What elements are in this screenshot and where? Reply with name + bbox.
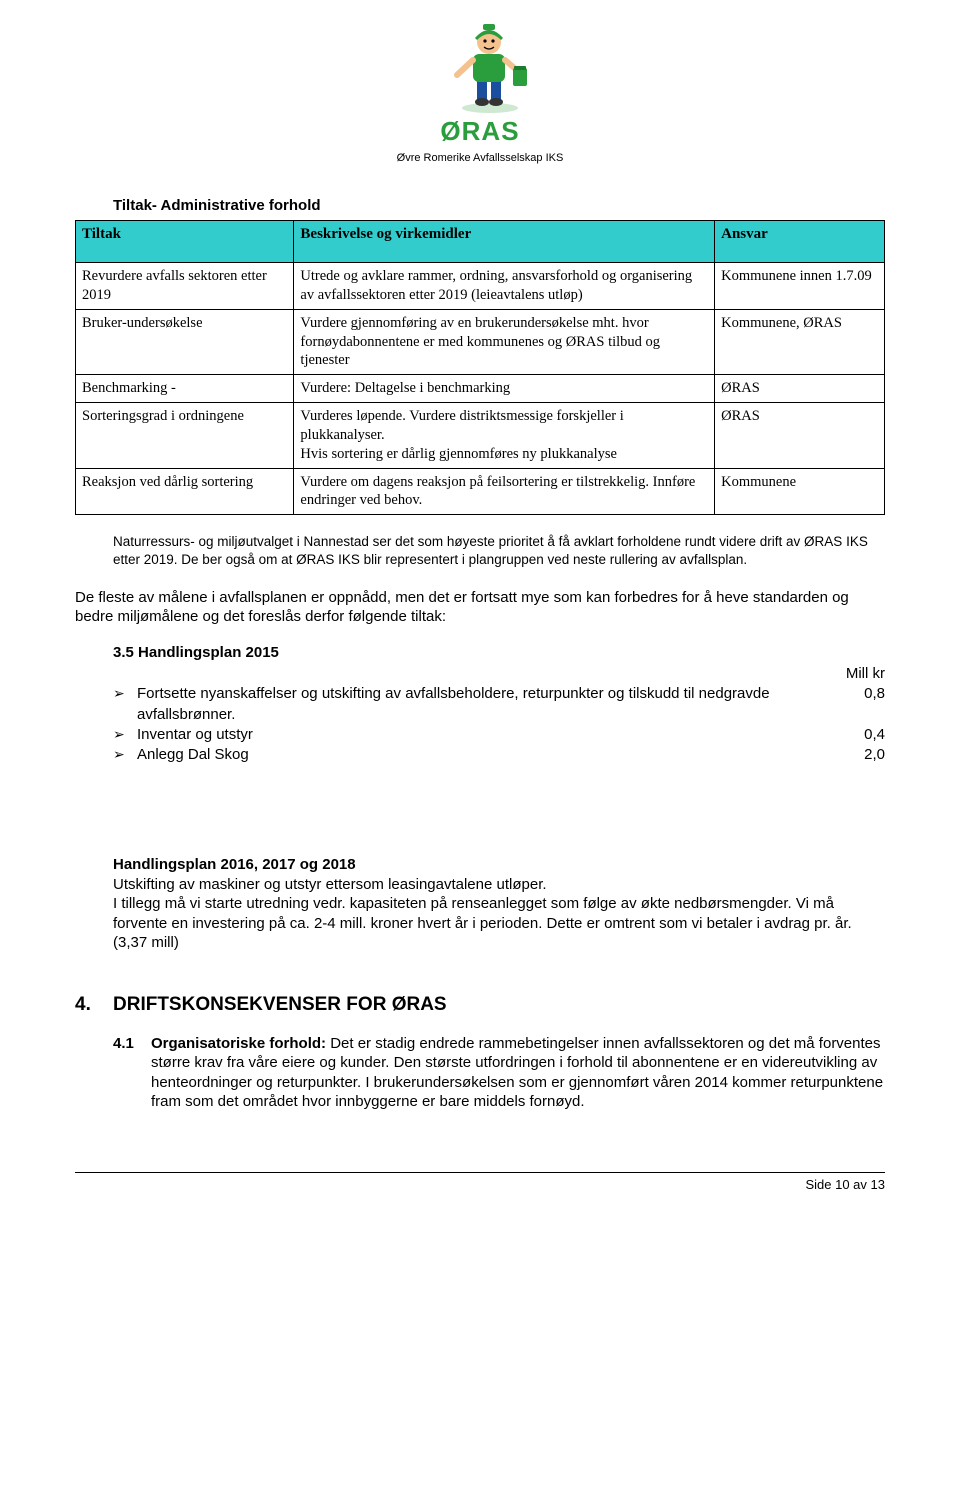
plan-item: ➢Inventar og utstyr0,4 [113, 725, 885, 745]
logo-brand-text: ØRAS [397, 115, 564, 149]
section-4-1-number: 4.1 [113, 1034, 151, 1054]
cell-beskrivelse: Vurdere gjennomføring av en brukerunders… [294, 309, 715, 375]
cell-tiltak: Bruker-undersøkelse [76, 309, 294, 375]
table-body: Revurdere avfalls sektoren etter 2019Utr… [76, 262, 885, 514]
table-header-row: Tiltak Beskrivelse og virkemidler Ansvar [76, 220, 885, 262]
cell-ansvar: ØRAS [715, 375, 885, 403]
bullet-arrow-icon: ➢ [113, 725, 137, 744]
page-footer: Side 10 av 13 [75, 1172, 885, 1194]
cell-ansvar: Kommunene, ØRAS [715, 309, 885, 375]
table-row: Revurdere avfalls sektoren etter 2019Utr… [76, 262, 885, 309]
logo: ØRAS Øvre Romerike Avfallsselskap IKS [397, 20, 564, 165]
col-header-ansvar: Ansvar [715, 220, 885, 262]
table-row: Bruker-undersøkelseVurdere gjennomføring… [76, 309, 885, 375]
header-logo-block: ØRAS Øvre Romerike Avfallsselskap IKS [75, 20, 885, 166]
col-header-tiltak: Tiltak [76, 220, 294, 262]
plan2015-heading: 3.5 Handlingsplan 2015 [113, 643, 885, 663]
section-4-1-body: Organisatoriske forhold: Det er stadig e… [151, 1034, 885, 1112]
cell-beskrivelse: Utrede og avklare rammer, ordning, ansva… [294, 262, 715, 309]
committee-note: Naturressurs- og miljøutvalget i Nannest… [113, 533, 885, 569]
cell-beskrivelse: Vurdere om dagens reaksjon på feilsorter… [294, 468, 715, 515]
cell-tiltak: Revurdere avfalls sektoren etter 2019 [76, 262, 294, 309]
cell-tiltak: Reaksjon ved dårlig sortering [76, 468, 294, 515]
cell-beskrivelse: Vurderes løpende. Vurdere distriktsmessi… [294, 403, 715, 469]
col-header-beskrivelse: Beskrivelse og virkemidler [294, 220, 715, 262]
plan-item: ➢Fortsette nyanskaffelser og utskifting … [113, 684, 885, 725]
plan-later-body: Utskifting av maskiner og utstyr etterso… [113, 875, 885, 953]
plan-item-text: Fortsette nyanskaffelser og utskifting a… [137, 684, 830, 725]
plan2015-unit-label: Mill kr [830, 664, 885, 684]
plan2015-list: Mill kr ➢Fortsette nyanskaffelser og uts… [113, 664, 885, 765]
plan-item: ➢Anlegg Dal Skog2,0 [113, 745, 885, 765]
table-row: Sorteringsgrad i ordningeneVurderes løpe… [76, 403, 885, 469]
bullet-arrow-icon: ➢ [113, 745, 137, 764]
plan-item-value: 0,4 [830, 725, 885, 745]
intro-paragraph: De fleste av målene i avfallsplanen er o… [75, 588, 885, 627]
section-title: Tiltak- Administrative forhold [113, 196, 885, 216]
cell-beskrivelse: Vurdere: Deltagelse i benchmarking [294, 375, 715, 403]
cell-tiltak: Benchmarking - [76, 375, 294, 403]
section-4-number: 4. [75, 993, 113, 1018]
cell-ansvar: Kommunene [715, 468, 885, 515]
cell-tiltak: Sorteringsgrad i ordningene [76, 403, 294, 469]
section-4-1-lead: Organisatoriske forhold: [151, 1035, 326, 1052]
cell-ansvar: Kommunene innen 1.7.09 [715, 262, 885, 309]
mascot-icon [425, 20, 535, 115]
plan-item-value: 0,8 [830, 684, 885, 704]
plan-item-text: Anlegg Dal Skog [137, 745, 830, 765]
plan-later-heading: Handlingsplan 2016, 2017 og 2018 [113, 855, 885, 875]
plan-item-text: Inventar og utstyr [137, 725, 830, 745]
table-row: Benchmarking -Vurdere: Deltagelse i benc… [76, 375, 885, 403]
plan-item-value: 2,0 [830, 745, 885, 765]
section-4-1: 4.1 Organisatoriske forhold: Det er stad… [75, 1034, 885, 1112]
tiltak-table: Tiltak Beskrivelse og virkemidler Ansvar… [75, 220, 885, 515]
section-4-heading: 4. DRIFTSKONSEKVENSER FOR ØRAS [75, 993, 885, 1018]
section-4-title: DRIFTSKONSEKVENSER FOR ØRAS [113, 993, 447, 1018]
table-row: Reaksjon ved dårlig sorteringVurdere om … [76, 468, 885, 515]
cell-ansvar: ØRAS [715, 403, 885, 469]
bullet-arrow-icon: ➢ [113, 684, 137, 703]
logo-subtitle: Øvre Romerike Avfallsselskap IKS [397, 151, 564, 165]
